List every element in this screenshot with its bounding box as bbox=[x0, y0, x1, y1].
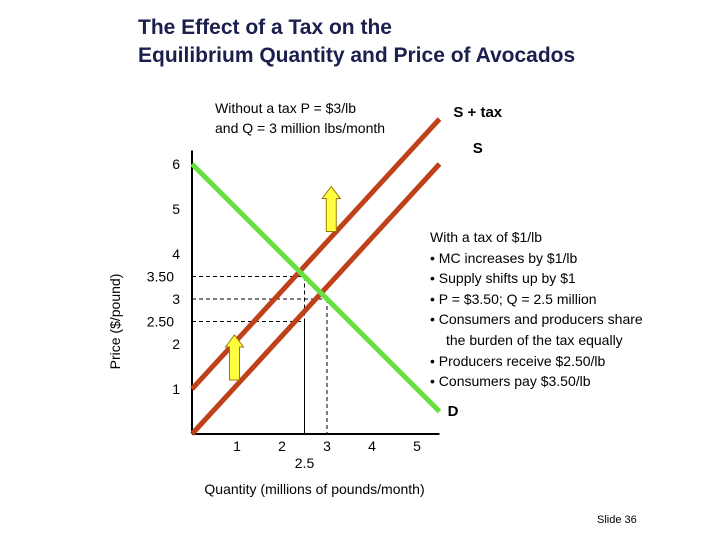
supply-curve bbox=[190, 162, 442, 436]
tax-effects-callout: With a tax of $1/lb • MC increases by $1… bbox=[430, 227, 643, 392]
x-tick-label: 4 bbox=[368, 438, 376, 454]
demand-curve bbox=[190, 162, 442, 414]
demand-label: D bbox=[448, 403, 459, 420]
callout-bullet: • Supply shifts up by $1 bbox=[430, 270, 576, 287]
y-tick-label: 1 bbox=[172, 381, 180, 397]
callout-bullet: • P = $3.50; Q = 2.5 million bbox=[430, 290, 597, 307]
x-tick-label: 1 bbox=[233, 438, 241, 454]
chart-title-line-1: The Effect of a Tax on the bbox=[138, 16, 392, 39]
y-tick-label: 2 bbox=[172, 336, 180, 352]
callout-bullet: • Consumers pay $3.50/lb bbox=[430, 373, 591, 390]
x-tick-label: 2.5 bbox=[295, 455, 315, 471]
y-tick-label: 6 bbox=[172, 156, 180, 172]
supply-plus-tax-label: S + tax bbox=[453, 104, 502, 121]
guide-lines bbox=[192, 276, 328, 434]
note-line-1: Without a tax P = $3/lb bbox=[215, 100, 356, 116]
no-tax-equilibrium-note: Without a tax P = $3/lb and Q = 3 millio… bbox=[215, 98, 385, 138]
shift-arrows bbox=[224, 185, 342, 381]
y-axis-label: Price ($/pound) bbox=[107, 274, 123, 370]
callout-bullet: • MC increases by $1/lb bbox=[430, 249, 578, 266]
y-tick-label: 5 bbox=[172, 201, 180, 217]
tick-labels: 1 2 3 4 5 2.5 1 2 3 4 5 6 3.50 2.50 Quantity (millions… bbox=[107, 156, 425, 497]
curve-labels: S S + tax D bbox=[448, 104, 503, 420]
callout-bullet: • Consumers and producers share bbox=[430, 311, 643, 328]
callout-bullet: the burden of the tax equally bbox=[446, 331, 623, 348]
x-axis-label: Quantity (millions of pounds/month) bbox=[204, 481, 424, 497]
chart-title: The Effect of a Tax on the Equilibrium Q… bbox=[138, 14, 698, 70]
note-line-2: and Q = 3 million lbs/month bbox=[215, 120, 386, 136]
supply-shift-arrow bbox=[321, 185, 342, 232]
y-tick-label: 3.50 bbox=[147, 269, 174, 285]
x-tick-label: 2 bbox=[278, 438, 286, 454]
callout-header: With a tax of $1/lb bbox=[430, 229, 543, 245]
x-tick-label: 5 bbox=[413, 438, 421, 454]
supply-label: S bbox=[473, 140, 483, 157]
y-tick-label: 4 bbox=[172, 246, 180, 262]
x-tick-label: 3 bbox=[323, 438, 331, 454]
callout-bullet: • Producers receive $2.50/lb bbox=[430, 352, 606, 369]
slide-number: Slide 36 bbox=[597, 514, 637, 526]
chart-title-line-2: Equilibrium Quantity and Price of Avocad… bbox=[138, 44, 576, 67]
supply-shift-arrow bbox=[224, 334, 245, 381]
y-tick-label: 2.50 bbox=[147, 314, 174, 330]
y-tick-label: 3 bbox=[172, 291, 180, 307]
